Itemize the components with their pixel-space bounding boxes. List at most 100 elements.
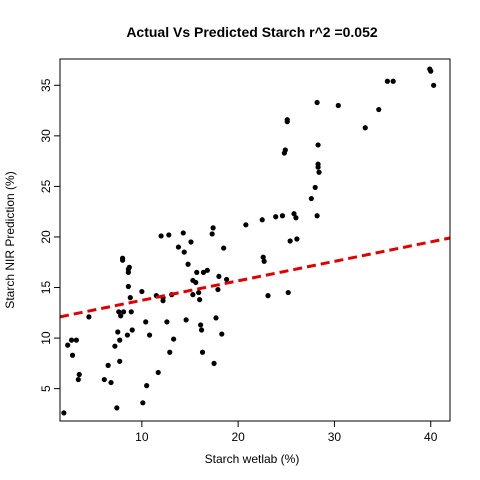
- y-axis-label: Starch NIR Prediction (%): [3, 171, 17, 308]
- data-point: [259, 217, 265, 223]
- data-point: [139, 288, 145, 295]
- data-point: [143, 319, 149, 325]
- data-point: [140, 400, 146, 406]
- data-point: [376, 106, 382, 113]
- data-point: [171, 336, 177, 342]
- data-point: [431, 82, 437, 88]
- data-point: [265, 293, 271, 299]
- data-point: [118, 313, 124, 319]
- data-point: [243, 222, 249, 228]
- data-point: [101, 376, 107, 383]
- data-point: [180, 230, 186, 236]
- plot-frame: [59, 58, 451, 422]
- data-point: [314, 213, 320, 219]
- data-point: [129, 327, 135, 333]
- data-point: [155, 369, 161, 376]
- data-point: [117, 337, 123, 343]
- data-point: [194, 269, 200, 275]
- data-point: [120, 309, 127, 315]
- data-point: [200, 269, 207, 275]
- x-tick-label: 20: [231, 430, 245, 444]
- data-point: [114, 405, 120, 411]
- data-point: [108, 379, 114, 386]
- data-point: [384, 78, 391, 84]
- data-point: [125, 283, 131, 290]
- fit-line-layer: [59, 236, 451, 319]
- data-point: [221, 245, 227, 251]
- chart-title: Actual Vs Predicted Starch r^2 =0.052: [126, 24, 378, 40]
- data-point: [185, 261, 191, 267]
- data-point: [116, 309, 122, 315]
- data-point: [69, 352, 76, 358]
- data-point: [188, 239, 194, 245]
- x-tick-label: 40: [424, 430, 438, 444]
- data-point: [68, 337, 75, 343]
- data-point: [209, 231, 215, 237]
- data-point: [308, 195, 314, 202]
- x-axis-label: Starch wetlab (%): [205, 452, 300, 466]
- y-tick-label: 25: [39, 179, 53, 193]
- data-point: [124, 332, 131, 338]
- data-point: [215, 286, 221, 293]
- data-point: [112, 343, 118, 349]
- data-point: [204, 267, 210, 273]
- data-point: [199, 349, 206, 355]
- data-point: [428, 68, 434, 74]
- data-point: [117, 358, 123, 364]
- x-tick-label: 30: [328, 430, 342, 444]
- data-point: [167, 349, 173, 355]
- data-point: [223, 276, 230, 283]
- data-point: [119, 257, 126, 263]
- data-point: [362, 125, 368, 131]
- data-point: [160, 298, 166, 304]
- data-point: [219, 331, 225, 337]
- data-point: [291, 211, 297, 217]
- data-point: [181, 249, 187, 255]
- y-tick-label: 10: [39, 331, 53, 345]
- data-point: [316, 169, 322, 175]
- data-point: [175, 244, 182, 250]
- data-point: [196, 289, 202, 296]
- data-point: [126, 264, 132, 270]
- data-point: [65, 342, 71, 348]
- y-tick-label: 20: [39, 230, 53, 244]
- data-point: [211, 360, 217, 366]
- axes: 10 20 30 40 5 10 15 20 25 30 35: [39, 78, 438, 444]
- data-point: [190, 292, 196, 298]
- data-point: [86, 314, 92, 320]
- data-point: [285, 289, 291, 296]
- y-tick-label: 30: [39, 129, 53, 143]
- data-points: [61, 66, 437, 416]
- data-point: [216, 273, 222, 280]
- data-point: [75, 376, 81, 383]
- y-tick-label: 15: [39, 281, 53, 295]
- data-point: [146, 332, 153, 338]
- data-point: [73, 337, 79, 343]
- data-point: [282, 147, 288, 153]
- data-point: [293, 215, 299, 221]
- data-point: [61, 410, 67, 416]
- y-tick-label: 5: [39, 385, 53, 392]
- data-point: [197, 297, 203, 303]
- data-point: [125, 269, 131, 275]
- data-point: [312, 184, 318, 191]
- data-point: [105, 362, 111, 368]
- fit-line: [59, 236, 451, 319]
- data-point: [144, 383, 150, 389]
- data-point: [335, 102, 341, 109]
- data-point: [315, 164, 321, 170]
- data-point: [273, 214, 279, 220]
- data-point: [210, 225, 216, 231]
- y-tick-label: 35: [39, 78, 53, 92]
- x-tick-label: 10: [135, 430, 149, 444]
- data-point: [284, 117, 290, 123]
- data-point: [127, 295, 133, 301]
- data-point: [76, 371, 82, 378]
- data-point: [260, 254, 266, 260]
- data-point: [183, 317, 189, 323]
- data-point: [261, 258, 267, 264]
- data-point: [315, 142, 321, 148]
- data-point: [287, 238, 293, 244]
